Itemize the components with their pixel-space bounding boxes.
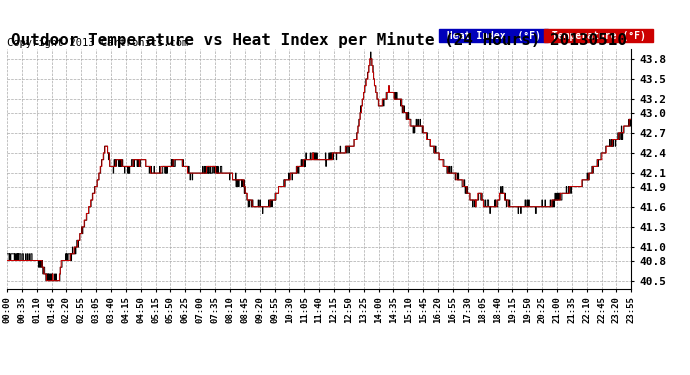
Title: Outdoor Temperature vs Heat Index per Minute (24 Hours) 20130510: Outdoor Temperature vs Heat Index per Mi… (11, 32, 627, 48)
Text: Copyright 2013 Cartronics.com: Copyright 2013 Cartronics.com (7, 38, 188, 48)
Text: Heat Index  (°F): Heat Index (°F) (441, 30, 546, 40)
Text: Temperature (°F): Temperature (°F) (546, 30, 651, 40)
